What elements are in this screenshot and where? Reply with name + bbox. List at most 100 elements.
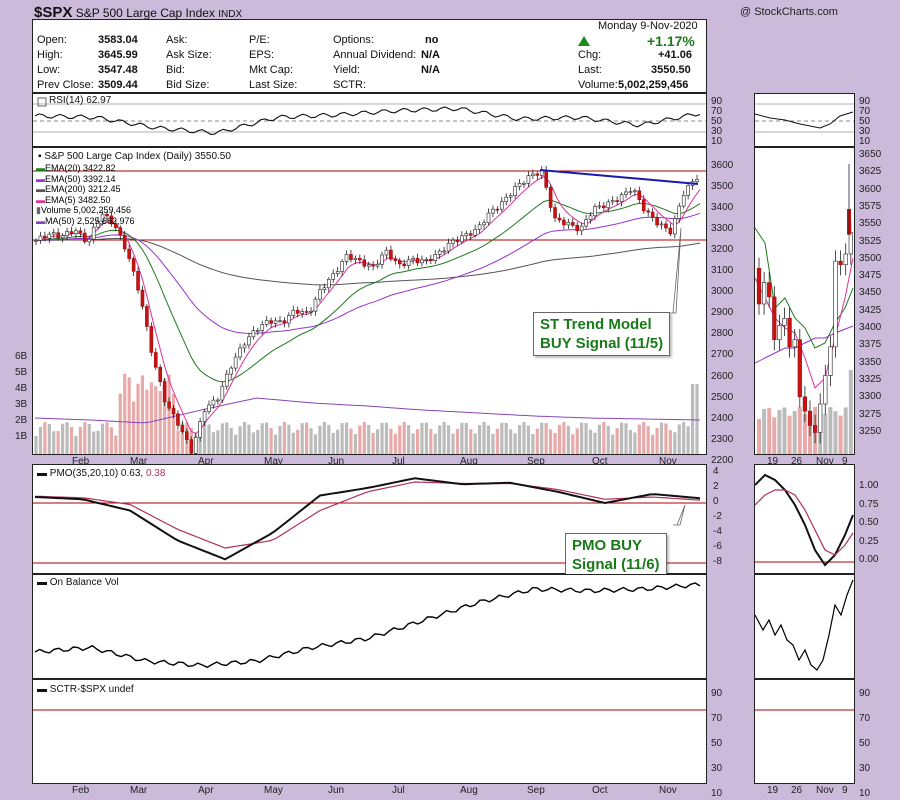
candle-body bbox=[411, 257, 415, 261]
volume-bar bbox=[553, 432, 557, 454]
candle-body bbox=[233, 356, 238, 369]
volume-bar bbox=[384, 422, 389, 454]
volume-bar bbox=[211, 432, 216, 454]
volume-bar bbox=[278, 425, 282, 454]
detail-x-tick-Nov: Nov bbox=[816, 456, 834, 467]
volume-bars bbox=[34, 373, 699, 454]
volume-bar bbox=[482, 422, 486, 454]
ema20-legend: EMA(20) 3422.82 bbox=[45, 163, 116, 173]
candle-body bbox=[326, 279, 331, 289]
volume-bar bbox=[686, 426, 690, 454]
candle-body bbox=[531, 173, 535, 176]
volume-bar bbox=[526, 425, 531, 454]
st-trend-callout: ST Trend Model BUY Signal (11/5) bbox=[533, 312, 671, 356]
volume-swatch: ▮ bbox=[36, 205, 41, 215]
candle-body bbox=[384, 249, 389, 256]
bottom-x-tick-Apr: Apr bbox=[198, 785, 214, 796]
dividend-value: N/A bbox=[421, 49, 440, 61]
detail-x-tick-19: 19 bbox=[767, 456, 779, 467]
detail-volume-bar bbox=[777, 409, 782, 454]
candle-body bbox=[380, 254, 384, 265]
price-legend-icon: ▪ bbox=[38, 151, 42, 162]
volume-bar bbox=[380, 422, 384, 454]
volume-label: Volume: bbox=[578, 79, 618, 91]
candle-body bbox=[424, 258, 429, 261]
candle-body bbox=[473, 228, 477, 236]
candle-body bbox=[153, 352, 158, 368]
detail-volume-bar bbox=[797, 407, 802, 454]
bid-label: Bid: bbox=[166, 64, 185, 76]
volume-bar bbox=[517, 425, 522, 454]
candle-body bbox=[193, 437, 198, 454]
volume-bar bbox=[327, 424, 331, 454]
pmo-callout-pointer bbox=[673, 504, 686, 526]
candle-body bbox=[446, 242, 451, 252]
high-value: 3645.99 bbox=[98, 49, 138, 61]
sctr-panel: ▬ SCTR-$SPX undef bbox=[32, 679, 707, 784]
volume-bar bbox=[78, 426, 82, 454]
volume-bar bbox=[438, 425, 442, 454]
candle-body bbox=[238, 347, 242, 358]
volume-bar bbox=[677, 424, 681, 454]
candle-body bbox=[287, 315, 291, 324]
ema5-swatch: ▬ bbox=[36, 194, 45, 205]
candle-body bbox=[100, 213, 105, 222]
candle-body bbox=[650, 211, 655, 218]
volume-bar bbox=[540, 422, 544, 454]
detail-price-tick-3350: 3350 bbox=[859, 356, 882, 368]
obv-legend-icon: ▬ bbox=[37, 577, 47, 588]
candle-body bbox=[633, 190, 637, 193]
chg-value: +41.06 bbox=[658, 49, 692, 61]
quote-panel: Open: 3583.04 High: 3645.99 Low: 3547.48… bbox=[32, 19, 707, 93]
volume-bar bbox=[389, 428, 393, 454]
volume-bar bbox=[47, 423, 51, 454]
candle-body bbox=[34, 240, 38, 242]
volume-bar bbox=[491, 433, 495, 454]
volume-bar bbox=[83, 422, 87, 454]
volume-bar bbox=[251, 432, 255, 454]
volume-bar bbox=[149, 382, 153, 454]
bottom-x-tick-Mar: Mar bbox=[130, 785, 148, 796]
volume-bar bbox=[695, 384, 699, 454]
candle-body bbox=[362, 259, 367, 267]
volume-bar bbox=[136, 383, 140, 454]
detail-volume-bar bbox=[823, 413, 828, 454]
candle-body bbox=[455, 239, 460, 243]
x-tick-Oct: Oct bbox=[592, 456, 608, 467]
volume-bar bbox=[624, 423, 628, 454]
detail-candle-body bbox=[792, 339, 797, 348]
volume-bar bbox=[500, 422, 504, 454]
detail-rsi-tick-70: 70 bbox=[859, 106, 871, 117]
volume-tick-5B: 5B bbox=[15, 367, 28, 378]
price-tick-3100: 3100 bbox=[711, 265, 734, 277]
sctr-tick-50: 50 bbox=[711, 738, 723, 749]
candle-body bbox=[526, 175, 531, 184]
rsi-legend-icon bbox=[37, 97, 47, 107]
volume-bar bbox=[673, 432, 677, 454]
volume-bar bbox=[588, 429, 593, 454]
detail-bottom-x-tick-Nov: Nov bbox=[816, 785, 834, 796]
volume-bar bbox=[65, 422, 69, 454]
volume-bar bbox=[531, 434, 535, 454]
volume-bar bbox=[176, 430, 180, 454]
detail-price-tick-3475: 3475 bbox=[859, 270, 882, 282]
candle-body bbox=[185, 431, 189, 440]
candle-body bbox=[256, 330, 260, 332]
x-tick-Feb: Feb bbox=[72, 456, 90, 467]
detail-candle-body bbox=[843, 253, 848, 266]
candle-body bbox=[282, 320, 287, 324]
candle-body bbox=[358, 257, 362, 261]
quote-date: Monday 9-Nov-2020 bbox=[598, 20, 698, 32]
detail-volume-bar bbox=[772, 417, 777, 454]
pe-label: P/E: bbox=[249, 34, 270, 46]
price-tick-3200: 3200 bbox=[711, 243, 734, 255]
candle-body bbox=[664, 223, 668, 229]
bottom-x-tick-Aug: Aug bbox=[460, 785, 478, 796]
candle-body bbox=[47, 233, 52, 239]
volume-bar bbox=[402, 422, 406, 454]
candle-body bbox=[211, 399, 216, 406]
candle-body bbox=[588, 215, 593, 220]
candle-body bbox=[420, 259, 424, 264]
detail-price-tick-3650: 3650 bbox=[859, 149, 882, 160]
detail-candle-body bbox=[807, 410, 813, 426]
